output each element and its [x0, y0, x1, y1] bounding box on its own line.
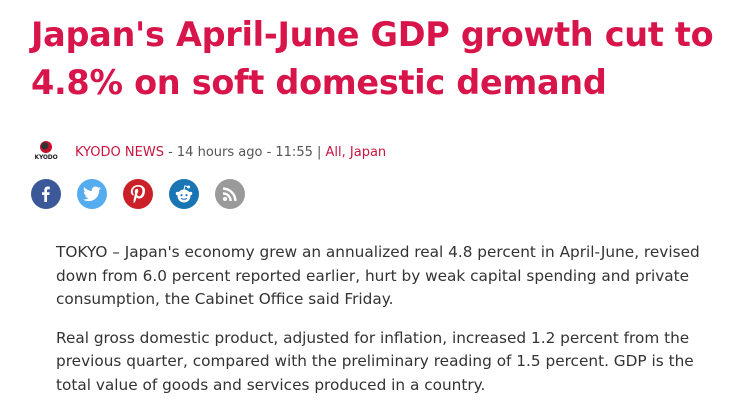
- article-paragraph: TOKYO – Japan's economy grew an annualiz…: [56, 243, 700, 308]
- article-headline: Japan's April-June GDP growth cut to 4.8…: [31, 15, 714, 102]
- rss-icon: [223, 187, 237, 201]
- article-paragraph: Real gross domestic product, adjusted fo…: [56, 328, 694, 394]
- share-reddit-button[interactable]: [169, 179, 199, 209]
- article-body: TOKYO – Japan's economy grew an annualiz…: [56, 241, 724, 412]
- kyodo-logo-text: KYODO: [34, 154, 58, 161]
- share-facebook-button[interactable]: [31, 179, 61, 209]
- twitter-icon: [83, 186, 101, 202]
- facebook-icon: [42, 186, 50, 202]
- category-links[interactable]: All, Japan: [321, 144, 387, 160]
- kyodo-logo-icon: [40, 141, 52, 153]
- publish-time: - 14 hours ago - 11:55: [163, 144, 317, 160]
- share-bar: [31, 179, 245, 209]
- kyodo-logo: KYODO: [34, 140, 58, 164]
- byline: KYODO KYODO NEWS - 14 hours ago - 11:55 …: [34, 139, 386, 165]
- reddit-icon: [175, 185, 193, 203]
- source-link[interactable]: KYODO NEWS: [75, 144, 164, 160]
- byline-separator: |: [317, 144, 322, 160]
- share-rss-button[interactable]: [215, 179, 245, 209]
- share-pinterest-button[interactable]: [123, 179, 153, 209]
- pinterest-icon: [130, 185, 146, 203]
- share-twitter-button[interactable]: [77, 179, 107, 209]
